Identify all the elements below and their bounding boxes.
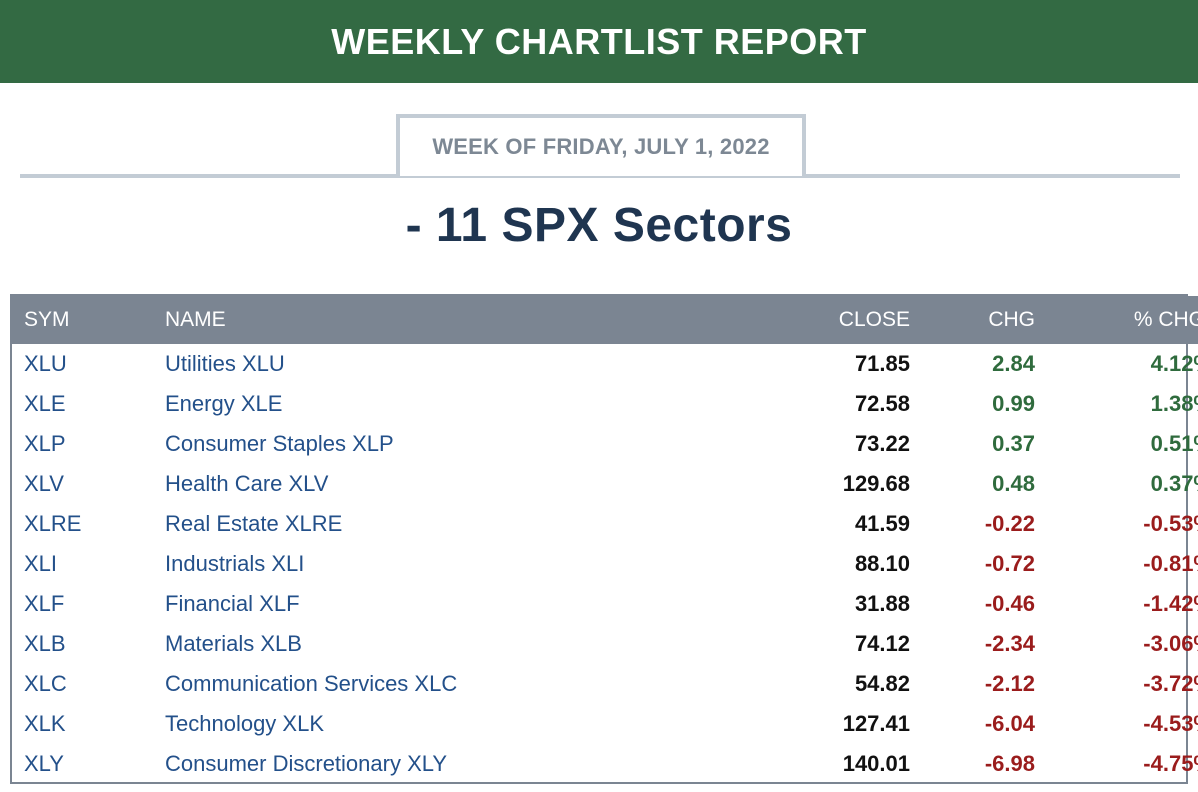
close-value: 140.01 — [842, 751, 910, 776]
table-row[interactable]: XLY Consumer Discretionary XLY 140.01 -6.98… — [12, 744, 1198, 784]
close-value: 41.59 — [854, 511, 910, 536]
column-header-pct-chg[interactable]: % CHG — [1133, 308, 1198, 331]
table-row[interactable]: XLP Consumer Staples XLP 73.22 0.37 0.51% — [12, 424, 1198, 464]
symbol-link[interactable]: XLY — [24, 751, 64, 776]
table-row[interactable]: XLB Materials XLB 74.12 -2.34 -3.06% — [12, 624, 1198, 664]
change-value: -0.22 — [984, 511, 1035, 536]
sector-name-link[interactable]: Consumer Staples XLP — [165, 431, 394, 456]
table-row[interactable]: XLK Technology XLK 127.41 -6.04 -4.53% — [12, 704, 1198, 744]
sector-name-link[interactable]: Energy XLE — [165, 391, 283, 416]
change-value: 2.84 — [992, 351, 1035, 376]
close-value: 88.10 — [854, 551, 910, 576]
table-header-row: SYM NAME CLOSE CHG % CHG — [12, 296, 1198, 344]
week-tab: WEEK OF FRIDAY, JULY 1, 2022 — [396, 114, 806, 176]
change-value: 0.48 — [992, 471, 1035, 496]
close-value: 74.12 — [854, 631, 910, 656]
symbol-link[interactable]: XLI — [24, 551, 58, 576]
sector-name-link[interactable]: Industrials XLI — [165, 551, 305, 576]
percent-change-value: -4.75% — [1143, 751, 1198, 776]
table-row[interactable]: XLE Energy XLE 72.58 0.99 1.38% — [12, 384, 1198, 424]
close-value: 54.82 — [854, 671, 910, 696]
percent-change-value: -0.53% — [1143, 511, 1198, 536]
close-value: 71.85 — [854, 351, 910, 376]
sectors-table: SYM NAME CLOSE CHG % CHG XLU Utilities XL… — [10, 294, 1198, 784]
sector-name-link[interactable]: Real Estate XLRE — [165, 511, 343, 536]
sector-name-link[interactable]: Utilities XLU — [165, 351, 285, 376]
percent-change-value: 4.12% — [1150, 351, 1198, 376]
change-value: 0.99 — [992, 391, 1035, 416]
percent-change-value: -3.72% — [1143, 671, 1198, 696]
symbol-link[interactable]: XLF — [24, 591, 65, 616]
close-value: 127.41 — [842, 711, 910, 736]
sector-name-link[interactable]: Materials XLB — [165, 631, 302, 656]
change-value: -6.98 — [984, 751, 1035, 776]
percent-change-value: -4.53% — [1143, 711, 1198, 736]
percent-change-value: 1.38% — [1150, 391, 1198, 416]
change-value: -6.04 — [984, 711, 1035, 736]
percent-change-value: -1.42% — [1143, 591, 1198, 616]
change-value: 0.37 — [992, 431, 1035, 456]
column-header-close[interactable]: CLOSE — [838, 308, 910, 331]
table-row[interactable]: XLV Health Care XLV 129.68 0.48 0.37% — [12, 464, 1198, 504]
symbol-link[interactable]: XLU — [24, 351, 67, 376]
change-value: -2.12 — [984, 671, 1035, 696]
change-value: -0.46 — [984, 591, 1035, 616]
symbol-link[interactable]: XLK — [24, 711, 66, 736]
table-row[interactable]: XLU Utilities XLU 71.85 2.84 4.12% — [12, 344, 1198, 384]
symbol-link[interactable]: XLP — [24, 431, 66, 456]
sector-name-link[interactable]: Consumer Discretionary XLY — [165, 751, 448, 776]
column-header-name[interactable]: NAME — [165, 308, 226, 331]
close-value: 72.58 — [854, 391, 910, 416]
close-value: 31.88 — [854, 591, 910, 616]
section-title: - 11 SPX Sectors — [405, 199, 793, 252]
sector-name-link[interactable]: Communication Services XLC — [165, 671, 458, 696]
close-value: 129.68 — [842, 471, 910, 496]
sector-name-link[interactable]: Financial XLF — [165, 591, 300, 616]
table-row[interactable]: XLRE Real Estate XLRE 41.59 -0.22 -0.53% — [12, 504, 1198, 544]
symbol-link[interactable]: XLRE — [24, 511, 82, 536]
table-row[interactable]: XLC Communication Services XLC 54.82 -2.12 -… — [12, 664, 1198, 704]
percent-change-value: -0.81% — [1143, 551, 1198, 576]
symbol-link[interactable]: XLE — [24, 391, 66, 416]
percent-change-value: 0.37% — [1150, 471, 1198, 496]
column-header-sym[interactable]: SYM — [24, 308, 70, 331]
sector-name-link[interactable]: Technology XLK — [165, 711, 324, 736]
table-row[interactable]: XLI Industrials XLI 88.10 -0.72 -0.81% — [12, 544, 1198, 584]
symbol-link[interactable]: XLB — [24, 631, 66, 656]
symbol-link[interactable]: XLV — [24, 471, 64, 496]
change-value: -2.34 — [984, 631, 1035, 656]
close-value: 73.22 — [854, 431, 910, 456]
percent-change-value: 0.51% — [1150, 431, 1198, 456]
table-row[interactable]: XLF Financial XLF 31.88 -0.46 -1.42% — [12, 584, 1198, 624]
week-divider — [20, 174, 1180, 178]
week-label: WEEK OF FRIDAY, JULY 1, 2022 — [432, 134, 770, 159]
percent-change-value: -3.06% — [1143, 631, 1198, 656]
change-value: -0.72 — [984, 551, 1035, 576]
sector-name-link[interactable]: Health Care XLV — [165, 471, 329, 496]
table-body: XLU Utilities XLU 71.85 2.84 4.12% XLE Energy … — [12, 344, 1198, 784]
report-title: WEEKLY CHARTLIST REPORT — [331, 20, 867, 62]
report-banner: WEEKLY CHARTLIST REPORT — [0, 0, 1198, 83]
column-header-chg[interactable]: CHG — [988, 308, 1035, 331]
symbol-link[interactable]: XLC — [24, 671, 67, 696]
